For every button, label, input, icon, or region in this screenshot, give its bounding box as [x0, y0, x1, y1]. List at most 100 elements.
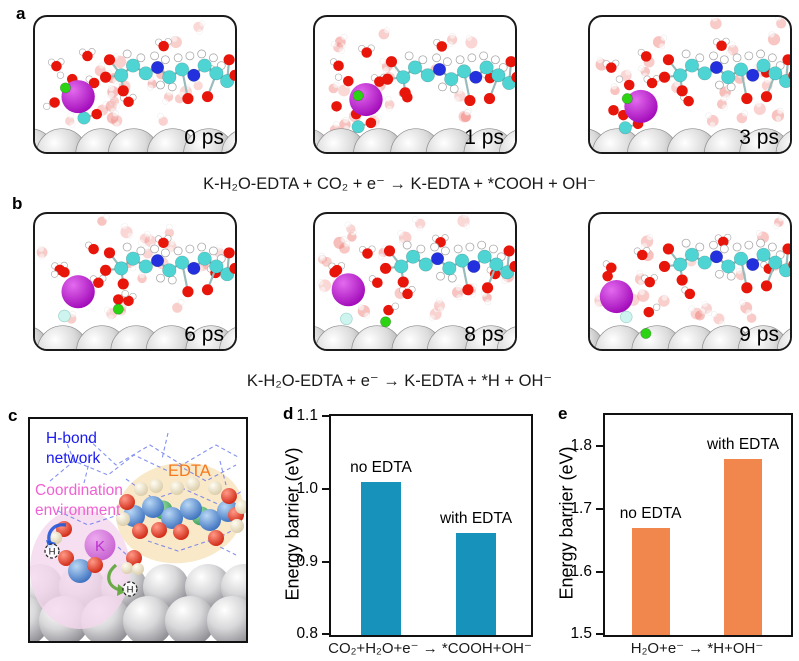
- md-scene: [35, 20, 235, 152]
- time-label: 0 ps: [184, 126, 224, 149]
- plot-area: 1.5 1.6 1.7 1.8 no EDTA with EDTA: [570, 413, 793, 642]
- bar-category-label: with EDTA: [439, 509, 513, 527]
- hydride-atom: [58, 309, 71, 323]
- metal-surface: [35, 325, 235, 349]
- svg-text:H: H: [49, 547, 56, 558]
- water-background: [65, 20, 206, 128]
- y-axis-tick-label: 1.5: [570, 625, 592, 642]
- reacting-hydrogen-atom: [640, 328, 652, 339]
- panel-d-label: d: [283, 404, 294, 423]
- potassium-atom: [84, 529, 116, 561]
- panel-a-label: a: [16, 4, 26, 23]
- edta-molecule: [100, 242, 235, 298]
- y-axis-tick-label: 1.8: [570, 437, 592, 455]
- transferring-h-marker-1: H: [44, 543, 60, 559]
- md-scene: [590, 17, 790, 152]
- hydride-atom: [620, 310, 633, 324]
- y-axis-tick: [596, 445, 605, 448]
- metal-surface: [35, 128, 235, 152]
- edta-label: EDTA: [168, 462, 211, 480]
- reacting-hydrogen-atom: [621, 93, 633, 105]
- edta-molecule: [658, 49, 790, 105]
- water-background: [595, 17, 787, 128]
- bar-chart-cooh: Energy barrier (eV) 0.8 0.9 1.0 1.1 no EDTA w…: [275, 405, 545, 661]
- reacting-hydrogen-atom: [380, 316, 392, 328]
- snapshot-b-3: 9 ps: [588, 212, 792, 351]
- potassium-atom: [61, 275, 95, 309]
- coordination-label-line2: environment: [35, 502, 121, 519]
- panel-b-label: b: [12, 194, 23, 213]
- time-label: 9 ps: [739, 323, 779, 346]
- potassium-label: K: [95, 538, 105, 555]
- reaction-equation-b: K-H₂O-EDTA + e⁻ → K-EDTA + *H + OH⁻: [246, 372, 553, 390]
- edta-molecule: [100, 49, 235, 105]
- hydrogen-transfer-arrow-green: [107, 563, 127, 596]
- panel-c-illustration: H H H-bond network EDTA Coordination env…: [28, 417, 248, 643]
- x-axis-title: H₂O+e⁻ → *H+OH⁻: [630, 640, 764, 657]
- y-axis-tick-label: 1.1: [296, 407, 318, 424]
- x-axis-title: CO₂+H₂O+e⁻ → *COOH+OH⁻: [328, 640, 532, 657]
- hydride-atom: [340, 312, 353, 326]
- y-axis-tick: [596, 571, 605, 574]
- edta-molecule: [380, 240, 515, 296]
- md-scene: [590, 215, 790, 349]
- metal-surface: [590, 128, 790, 152]
- reacting-hydrogen-atom: [59, 82, 71, 94]
- bar-category-label: no EDTA: [350, 458, 412, 476]
- bar-chart-hydrogen: Energy barrier (eV) 1.5 1.6 1.7 1.8 no EDTA w…: [550, 405, 799, 661]
- coordination-label-line1: Coordination: [35, 482, 123, 499]
- water-molecules: [50, 234, 221, 307]
- time-label: 1 ps: [464, 126, 504, 149]
- potassium-atom: [624, 89, 658, 123]
- snapshot-b-2: 8 ps: [313, 212, 517, 351]
- bar-no-edta: [361, 481, 401, 635]
- metal-surface: [315, 325, 515, 349]
- panel-c-label: c: [8, 406, 18, 425]
- md-scene: [35, 214, 235, 349]
- snapshot-a-2: 1 ps: [313, 15, 517, 154]
- potassium-atom: [599, 280, 634, 314]
- cooh-adsorbate: [350, 108, 377, 134]
- bar-no-edta: [631, 528, 670, 635]
- y-axis-tick-label: 1.7: [570, 500, 592, 518]
- bar-category-label: with EDTA: [706, 436, 780, 453]
- panel-e-label: e: [558, 404, 568, 423]
- schematic-scene: H H H-bond network EDTA Coordination env…: [30, 430, 246, 641]
- edta-molecule: [381, 51, 515, 107]
- reaction-equation-a: K-H₂O-EDTA + CO₂ + e⁻ → K-EDTA + *COOH +…: [203, 175, 596, 193]
- y-axis-tick-label: 1.0: [296, 480, 318, 497]
- y-axis-tick-label: 0.9: [296, 553, 318, 570]
- y-axis-tick-label: 1.6: [570, 563, 592, 581]
- snapshot-a-1: 0 ps: [33, 15, 237, 154]
- plot-area: 0.8 0.9 1.0 1.1 no EDTA with EDTA: [296, 407, 533, 642]
- y-axis-tick-label: 0.8: [296, 625, 318, 642]
- y-axis-tick: [322, 633, 331, 635]
- y-axis-title: Energy barrier (eV): [282, 447, 303, 601]
- potassium-atom: [331, 273, 365, 307]
- hbond-network-label-line1: H-bond: [46, 430, 97, 447]
- time-label: 6 ps: [184, 323, 224, 346]
- reacting-hydrogen-atom: [352, 90, 364, 102]
- transferring-h-marker-2: H: [122, 581, 138, 597]
- time-label: 3 ps: [739, 126, 779, 149]
- edta-molecule: [658, 238, 790, 294]
- md-scene: [315, 214, 515, 349]
- metal-surface: [315, 128, 515, 152]
- edta-molecule: [116, 477, 246, 546]
- time-label: 8 ps: [464, 323, 504, 346]
- reacting-hydrogen-atom: [112, 303, 124, 315]
- md-scene: [315, 27, 515, 152]
- y-axis-tick: [596, 633, 605, 635]
- bar-with-edta: [724, 459, 762, 635]
- bar-category-label: no EDTA: [619, 505, 682, 523]
- snapshot-b-1: 6 ps: [33, 212, 237, 351]
- hbond-network-label-line2: network: [46, 450, 101, 467]
- svg-text:H: H: [127, 585, 134, 596]
- metal-surface: [590, 325, 790, 349]
- y-axis-tick: [322, 561, 331, 563]
- snapshot-a-3: 3 ps: [588, 15, 792, 154]
- coordination-molecules: [49, 521, 144, 583]
- y-axis-tick: [596, 508, 605, 511]
- bar-with-edta: [456, 532, 496, 635]
